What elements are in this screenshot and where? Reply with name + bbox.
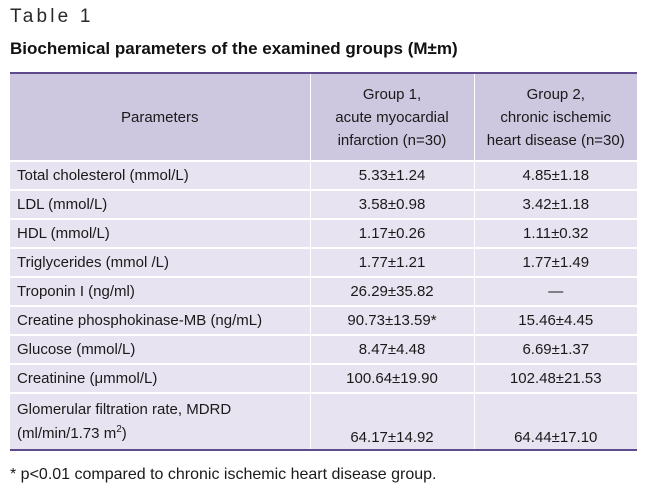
parameter-cell: LDL (mmol/L): [10, 190, 310, 220]
group2-value-cell: 3.42±1.18: [473, 190, 637, 220]
table-row: HDL (mmol/L) 1.17±0.26 1.11±0.32: [10, 219, 637, 249]
table-body: Total cholesterol (mmol/L) 5.33±1.24 4.8…: [10, 161, 637, 451]
group1-value-cell: 5.33±1.24: [309, 161, 474, 191]
parameter-cell: Glucose (mmol/L): [10, 335, 310, 365]
table-row: Glucose (mmol/L) 8.47±4.48 6.69±1.37: [10, 335, 637, 365]
parameter-cell: Creatinine (μmmol/L): [10, 364, 310, 394]
header-group2-line: Group 2,: [526, 85, 585, 103]
group2-value-cell: 15.46±4.45: [473, 306, 637, 336]
table-row: Creatine phosphokinase-MB (ng/mL) 90.73±…: [10, 306, 637, 336]
biochemical-parameters-table: Parameters Group 1, acute myocardial inf…: [10, 72, 637, 451]
table-label: Table 1: [10, 6, 94, 27]
header-group2-line: heart disease (n=30): [486, 131, 625, 149]
group1-value-cell: 3.58±0.98: [309, 190, 474, 220]
header-row: Parameters Group 1, acute myocardial inf…: [10, 72, 637, 162]
header-parameters-label: Parameters: [120, 108, 199, 126]
table-row: Total cholesterol (mmol/L) 5.33±1.24 4.8…: [10, 161, 637, 191]
group2-value-cell: 64.44±17.10: [473, 393, 637, 451]
table-header: Parameters Group 1, acute myocardial inf…: [10, 72, 637, 162]
group1-value-cell: 1.77±1.21: [309, 248, 474, 278]
group2-value-cell: 4.85±1.18: [473, 161, 637, 191]
header-parameters: Parameters: [10, 72, 310, 162]
header-group1-line: acute myocardial: [335, 108, 449, 126]
group1-value-cell: 90.73±13.59*: [309, 306, 474, 336]
header-group1-line: Group 1,: [362, 85, 422, 103]
header-group1: Group 1, acute myocardial infarction (n=…: [309, 72, 474, 162]
table-row: LDL (mmol/L) 3.58±0.98 3.42±1.18: [10, 190, 637, 220]
group2-value-cell: 6.69±1.37: [473, 335, 637, 365]
gfr-label-superscript: 2: [116, 424, 122, 435]
table-row: Troponin I (ng/ml) 26.29±35.82 —: [10, 277, 637, 307]
group1-value-cell: 1.17±0.26: [309, 219, 474, 249]
gfr-label-line2: (ml/min/1.73 m: [17, 425, 117, 442]
parameter-cell: Total cholesterol (mmol/L): [10, 161, 310, 191]
group1-value-cell: 8.47±4.48: [309, 335, 474, 365]
table-footnote: * p<0.01 compared to chronic ischemic he…: [10, 466, 437, 483]
table-row: Creatinine (μmmol/L) 100.64±19.90 102.48…: [10, 364, 637, 394]
parameter-cell: Troponin I (ng/ml): [10, 277, 310, 307]
table-title: Biochemical parameters of the examined g…: [10, 39, 458, 58]
header-group1-line: infarction (n=30): [337, 131, 447, 149]
group1-value-cell: 64.17±14.92: [309, 393, 474, 451]
table-row: Triglycerides (mmol /L) 1.77±1.21 1.77±1…: [10, 248, 637, 278]
table-row-gfr: Glomerular filtration rate, MDRD (ml/min…: [10, 393, 637, 451]
group2-value-cell: 1.11±0.32: [473, 219, 637, 249]
header-group2-line: chronic ischemic: [500, 108, 612, 126]
parameter-cell: HDL (mmol/L): [10, 219, 310, 249]
group2-value-cell: 1.77±1.49: [473, 248, 637, 278]
parameter-cell: Glomerular filtration rate, MDRD (ml/min…: [10, 393, 310, 451]
parameter-cell: Creatine phosphokinase-MB (ng/mL): [10, 306, 310, 336]
gfr-label-close: ): [121, 425, 127, 442]
group1-value-cell: 26.29±35.82: [309, 277, 474, 307]
gfr-label-line1: Glomerular filtration rate, MDRD: [17, 401, 232, 418]
parameter-cell: Triglycerides (mmol /L): [10, 248, 310, 278]
group1-value-cell: 100.64±19.90: [309, 364, 474, 394]
header-group2: Group 2, chronic ischemic heart disease …: [473, 72, 637, 162]
group2-value-cell: —: [473, 277, 637, 307]
group2-value-cell: 102.48±21.53: [473, 364, 637, 394]
